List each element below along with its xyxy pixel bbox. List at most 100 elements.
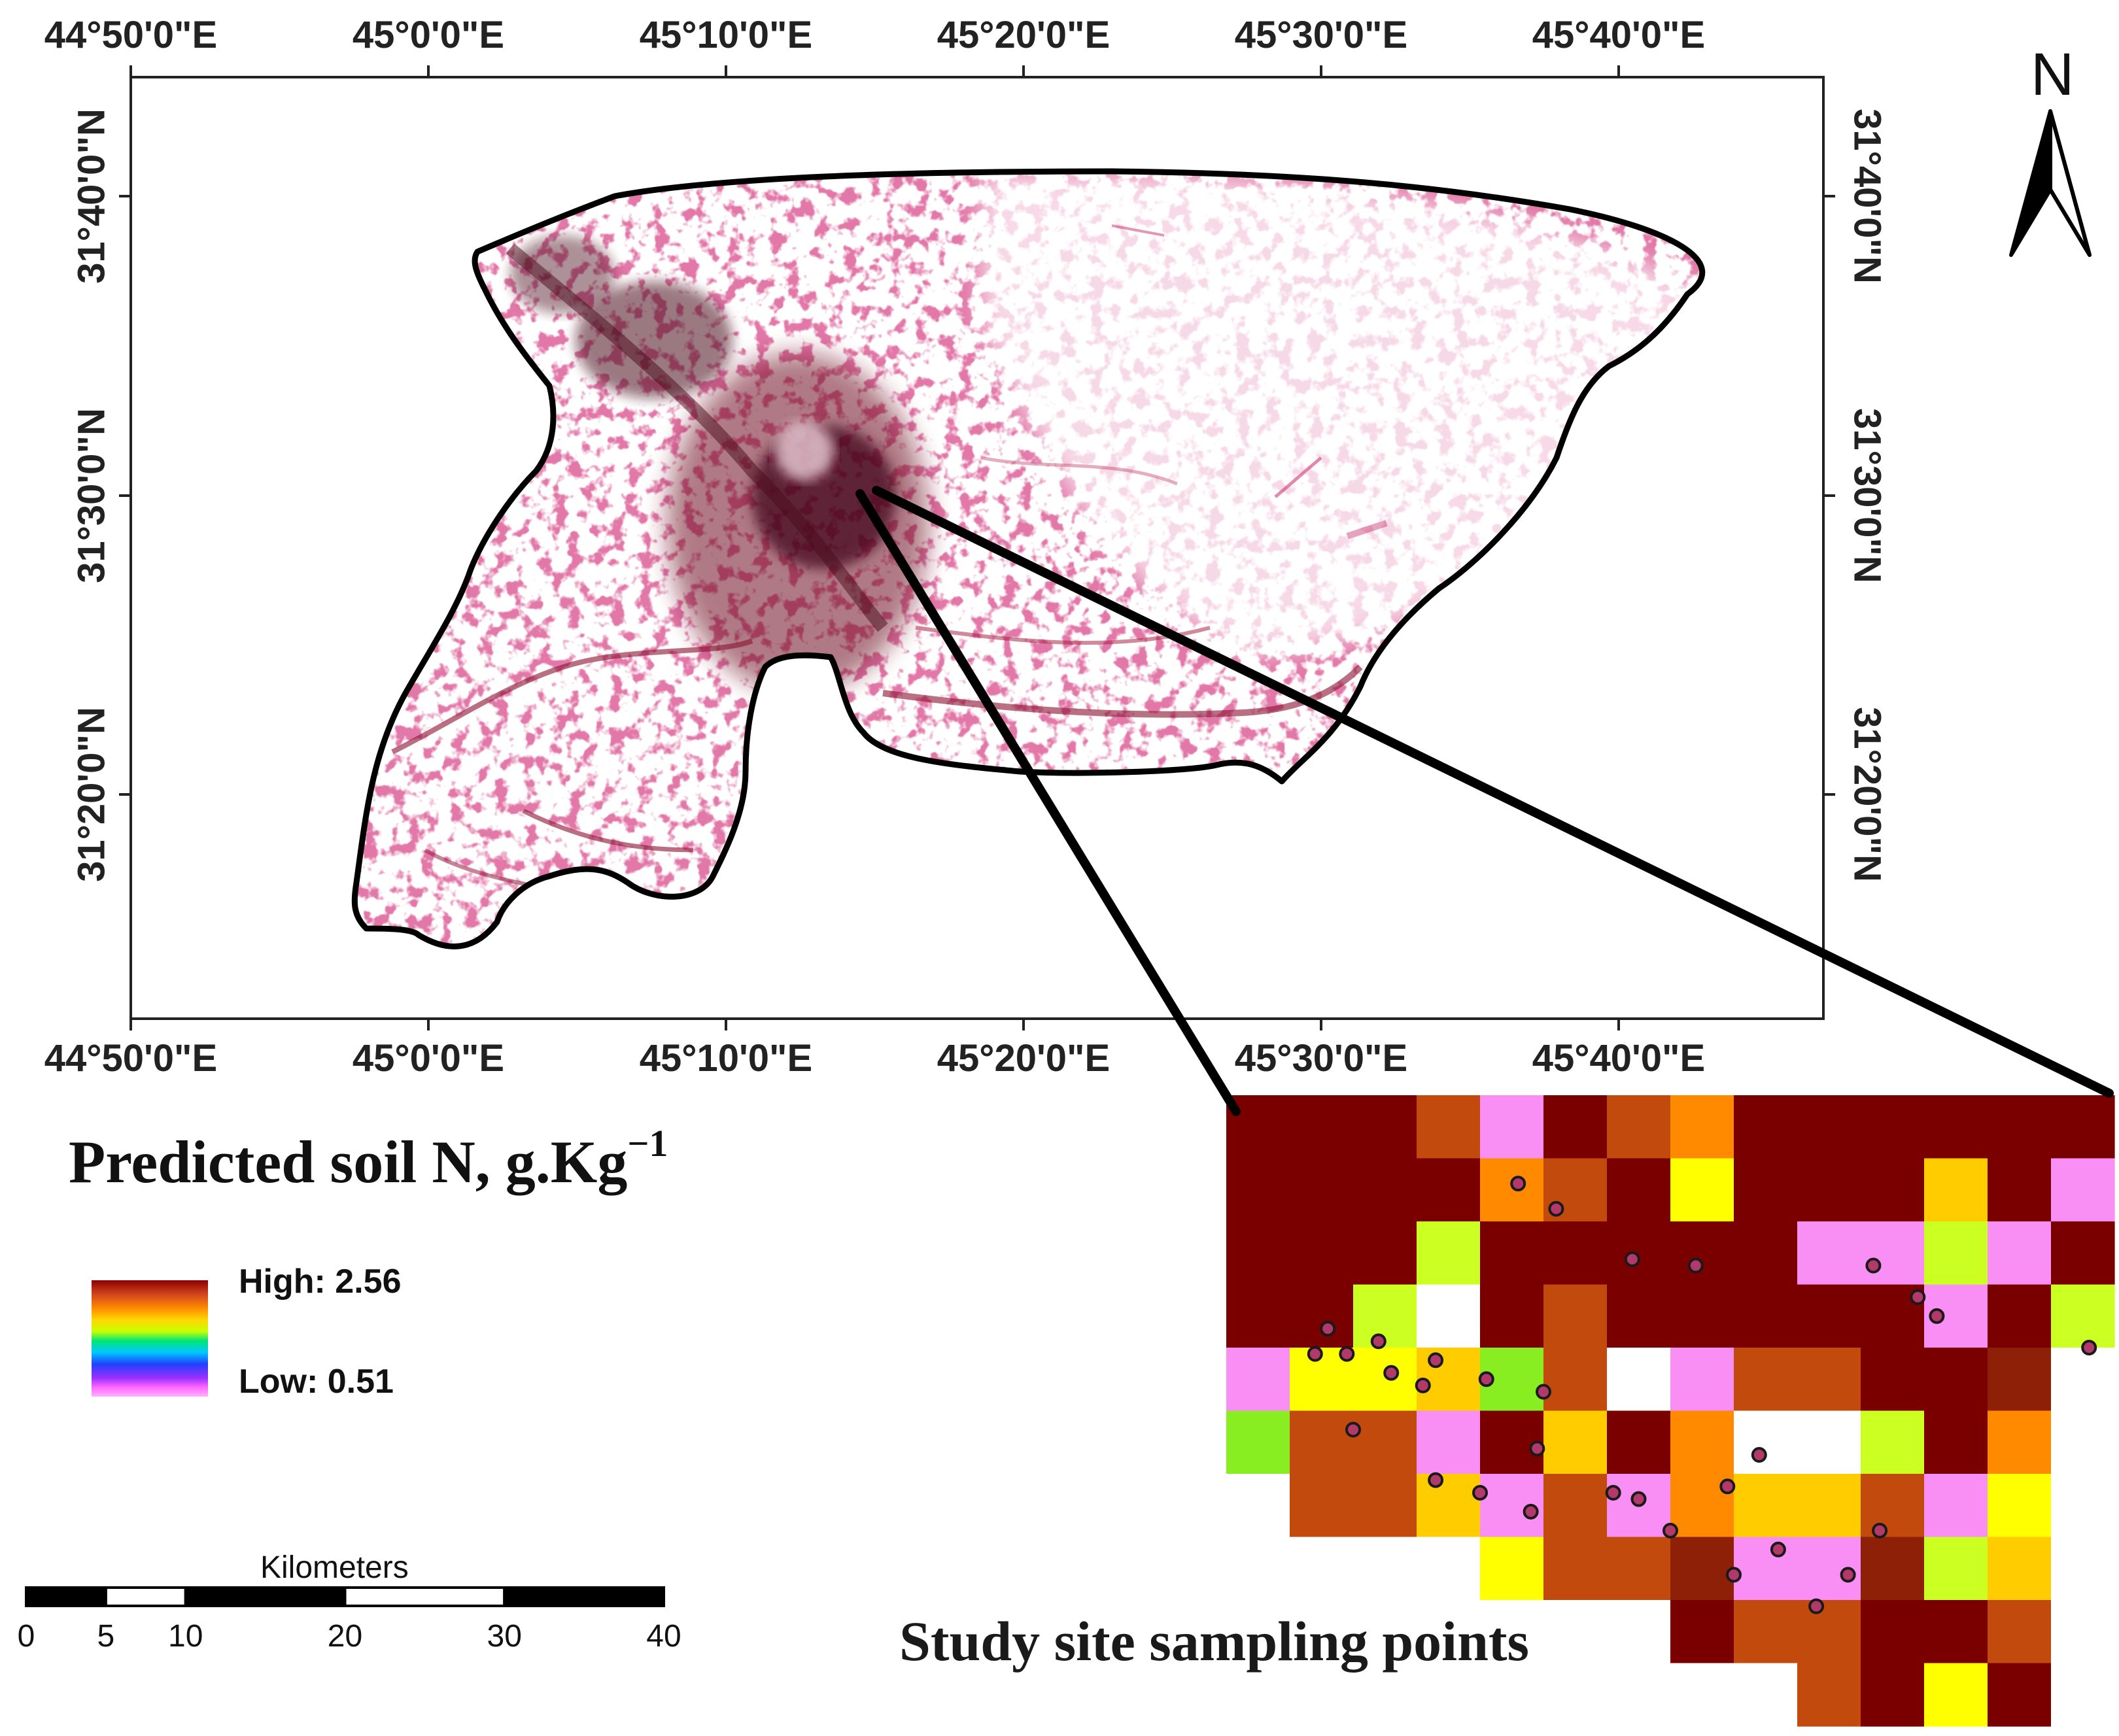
inset-grid-cell xyxy=(1988,1348,2052,1412)
legend-high-label: High: 2.56 xyxy=(239,1263,402,1301)
inset-grid-cell xyxy=(1607,1284,1671,1348)
sample-point xyxy=(1865,1257,1882,1274)
sample-point xyxy=(1339,1346,1355,1362)
inset-grid-cell xyxy=(1417,1537,1481,1601)
inset-grid-cell xyxy=(1734,1284,1798,1348)
inset-grid-cell xyxy=(1861,1537,1925,1601)
sample-point xyxy=(1370,1333,1387,1350)
inset-grid-cell xyxy=(1290,1221,1354,1285)
sample-point xyxy=(1719,1478,1736,1495)
sample-point xyxy=(1428,1352,1444,1369)
inset-grid xyxy=(1226,1095,2115,1727)
inset-grid-cell xyxy=(1543,1284,1608,1348)
legend-title-superscript: −1 xyxy=(627,1122,668,1165)
inset-grid-cell xyxy=(1290,1474,1354,1538)
inset-grid-cell xyxy=(1480,1663,1544,1727)
inset-grid-cell xyxy=(1797,1158,1861,1222)
sample-point xyxy=(1726,1567,1742,1583)
inset-grid-cell xyxy=(1290,1284,1354,1348)
inset-grid-cell xyxy=(1290,1663,1354,1727)
inset-grid-cell xyxy=(1417,1663,1481,1727)
inset-grid-cell xyxy=(1988,1221,2052,1285)
inset-grid-cell xyxy=(1797,1600,1861,1664)
inset-grid-cell xyxy=(1543,1348,1608,1412)
inset-grid-cell xyxy=(1607,1348,1671,1412)
sample-point xyxy=(1872,1522,1888,1539)
inset-grid-cell xyxy=(1924,1095,1988,1159)
inset-grid-cell xyxy=(1353,1348,1417,1412)
scale-tick-label: 20 xyxy=(327,1619,363,1654)
inset-grid-cell xyxy=(1734,1537,1798,1601)
legend-title: Predicted soil N, g.Kg−1 xyxy=(69,1121,668,1197)
inset-grid-cell xyxy=(1924,1474,1988,1538)
scale-tick-label: 10 xyxy=(168,1619,203,1654)
inset-grid-cell xyxy=(1988,1158,2052,1222)
sample-point xyxy=(1478,1371,1494,1387)
inset-grid-cell xyxy=(1353,1410,1417,1474)
inset-grid-cell xyxy=(1226,1158,1290,1222)
inset-grid-cell xyxy=(1734,1221,1798,1285)
scale-tick-label: 30 xyxy=(487,1619,522,1654)
legend-color-ramp xyxy=(92,1280,208,1397)
inset-grid-cell xyxy=(2051,1095,2115,1159)
inset-grid-cell xyxy=(1353,1600,1417,1664)
inset-grid-cell xyxy=(1861,1095,1925,1159)
inset-grid-cell xyxy=(1353,1474,1417,1538)
scale-bar-title: Kilometers xyxy=(260,1550,409,1585)
inset-grid-cell xyxy=(1734,1410,1798,1474)
inset-grid-cell xyxy=(1734,1348,1798,1412)
top-lon-label: 45°20'0"E xyxy=(937,14,1111,56)
north-arrow-label: N xyxy=(2031,41,2075,108)
inset-sample-points xyxy=(1307,1176,2097,1614)
inset-grid-cell xyxy=(1353,1221,1417,1285)
inset-grid-cell xyxy=(1226,1663,1290,1727)
inset-grid-cell xyxy=(1417,1095,1481,1159)
inset-grid-cell xyxy=(1861,1348,1925,1412)
inset-grid-cell xyxy=(1607,1663,1671,1727)
inset-grid-cell xyxy=(1353,1095,1417,1159)
inset-grid-cell xyxy=(1226,1348,1290,1412)
inset-grid-cell xyxy=(1480,1600,1544,1664)
inset-grid-cell xyxy=(1670,1284,1734,1348)
inset-grid-cell xyxy=(1480,1095,1544,1159)
sample-point xyxy=(1510,1176,1526,1192)
left-lat-label: 31°30'0"N xyxy=(70,408,113,583)
sample-point xyxy=(1605,1484,1621,1501)
sample-point xyxy=(2081,1340,2097,1355)
inset-grid-cell xyxy=(1670,1348,1734,1412)
inset-grid-cell xyxy=(1417,1600,1481,1664)
bottom-lon-label: 45°20'0"E xyxy=(937,1037,1111,1080)
bottom-lon-label: 45°40'0"E xyxy=(1532,1037,1706,1080)
sample-point xyxy=(1770,1541,1786,1557)
sample-point xyxy=(1808,1598,1825,1614)
inset-grid-cell xyxy=(1226,1600,1290,1664)
sample-point xyxy=(1624,1251,1640,1267)
inset-title: Study site sampling points xyxy=(899,1610,1530,1673)
legend-title-text: Predicted soil N, g.Kg xyxy=(69,1129,628,1195)
sample-point xyxy=(1472,1484,1488,1501)
sample-point xyxy=(1630,1491,1647,1507)
inset-grid-cell xyxy=(1670,1095,1734,1159)
inset-grid-cell xyxy=(1480,1537,1544,1601)
scale-tick-label: 5 xyxy=(97,1619,115,1654)
inset-grid-cell xyxy=(1480,1284,1544,1348)
sample-point xyxy=(1751,1447,1767,1463)
scale-bar-segment xyxy=(104,1586,187,1607)
inset-grid-cell xyxy=(1607,1158,1671,1222)
inset-grid-cell xyxy=(2051,1158,2115,1222)
top-lon-label: 44°50'0"E xyxy=(44,14,218,56)
bottom-lon-label: 45°0'0"E xyxy=(352,1037,505,1080)
inset-grid-cell xyxy=(2051,1284,2115,1348)
scale-bar-segment xyxy=(184,1586,347,1607)
inset-grid-cell xyxy=(2051,1537,2115,1601)
inset-grid-cell xyxy=(1353,1537,1417,1601)
inset-grid-cell xyxy=(2051,1348,2115,1412)
sample-point xyxy=(1428,1472,1444,1488)
sample-point xyxy=(1345,1421,1361,1438)
inset-grid-cell xyxy=(1924,1158,1988,1222)
inset-grid-cell xyxy=(1924,1348,1988,1412)
sample-point xyxy=(1320,1321,1336,1337)
inset-grid-cell xyxy=(1988,1284,2052,1348)
inset-grid-cell xyxy=(1988,1600,2052,1664)
scale-tick-label: 0 xyxy=(17,1619,35,1654)
